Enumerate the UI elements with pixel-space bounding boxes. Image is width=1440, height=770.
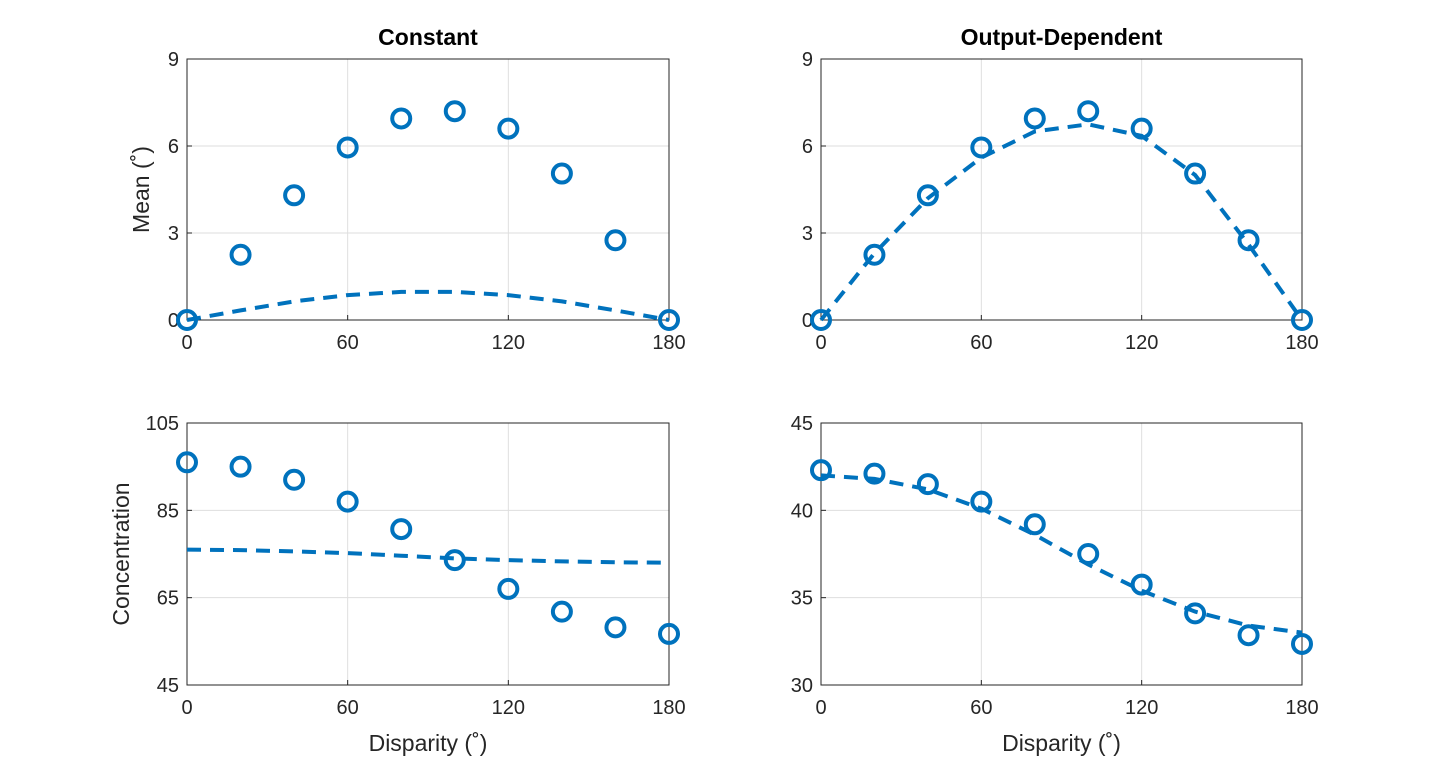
data-point-circle	[1023, 513, 1046, 536]
y-tick-label: 9	[168, 49, 179, 71]
x-tick-label: 0	[181, 697, 192, 719]
data-point-circle	[1130, 117, 1153, 140]
data-point-circle	[863, 462, 886, 485]
data-point-circle	[658, 309, 680, 331]
data-point-circle	[1184, 162, 1207, 185]
data-point-circle	[390, 518, 413, 541]
x-tick-label: 180	[652, 332, 685, 354]
data-point-circle	[1077, 100, 1100, 123]
y-tick-label: 3	[802, 223, 813, 245]
data-point-circle	[497, 577, 520, 600]
y-axis-label: Mean (˚)	[128, 146, 154, 233]
y-tick-label: 0	[168, 310, 179, 332]
y-tick-label: 45	[791, 413, 813, 435]
plot-area-frame	[186, 58, 670, 321]
fit-curve-dashed	[186, 289, 670, 322]
plot-area-frame	[820, 422, 1303, 686]
x-tick-label: 0	[815, 697, 826, 719]
data-point-circle	[229, 455, 252, 478]
y-tick-label: 9	[802, 49, 813, 71]
y-tick-label: 40	[791, 500, 813, 522]
data-point-circle	[1237, 624, 1260, 647]
data-point-circle	[810, 459, 832, 482]
data-point-circle	[863, 243, 886, 266]
data-point-circle	[916, 473, 939, 496]
data-point-circle	[336, 136, 359, 159]
chart-panel-1: 0 60 120 180 0 3 6 9 Constant Mean (˚)	[128, 24, 686, 354]
x-axis-label: Disparity (˚)	[1002, 730, 1121, 756]
y-tick-label: 105	[146, 413, 179, 435]
data-point-circle	[658, 622, 680, 645]
data-point-circle	[1077, 543, 1100, 565]
data-point-circle	[1291, 632, 1313, 655]
y-tick-label: 30	[791, 675, 813, 697]
data-point-circle	[970, 490, 993, 513]
x-tick-label: 60	[337, 697, 359, 719]
data-point-circle	[229, 243, 252, 266]
data-point-circle	[810, 309, 832, 331]
data-point-circle	[497, 117, 520, 140]
y-tick-label: 6	[802, 136, 813, 158]
x-tick-label: 120	[1125, 697, 1158, 719]
panel-title: Output-Dependent	[961, 24, 1163, 50]
fit-curve-dashed	[820, 473, 1303, 635]
y-tick-label: 3	[168, 223, 179, 245]
y-tick-label: 35	[791, 588, 813, 610]
x-tick-label: 0	[181, 332, 192, 354]
data-point-circle	[1237, 229, 1260, 252]
data-point-circle	[1291, 309, 1313, 331]
data-point-circle	[550, 162, 573, 185]
y-axis-label: Concentration	[108, 482, 134, 625]
data-point-circle	[336, 490, 359, 513]
x-tick-label: 120	[492, 697, 525, 719]
y-tick-label: 6	[168, 136, 179, 158]
x-tick-label: 60	[970, 697, 992, 719]
fit-curve-dashed	[186, 547, 670, 565]
fit-curve-dashed	[819, 122, 1304, 322]
data-point-circle	[176, 309, 198, 331]
data-point-circle	[283, 468, 306, 491]
chart-panel-2: 0 60 120 180 0 3 6 9 Output-Dependent	[802, 24, 1319, 354]
x-tick-label: 60	[970, 332, 992, 354]
data-point-circle	[1023, 107, 1046, 130]
x-axis-label: Disparity (˚)	[369, 730, 488, 756]
x-tick-label: 60	[337, 332, 359, 354]
y-tick-label: 0	[802, 310, 813, 332]
data-point-circle	[550, 600, 573, 623]
data-point-circle	[443, 100, 466, 123]
data-point-circle	[443, 549, 466, 572]
data-point-circle	[1130, 573, 1153, 596]
chart-panel-4: 0 60 120 180 30 35 40 45 Disparity (˚)	[791, 413, 1319, 756]
y-tick-label: 65	[157, 588, 179, 610]
y-tick-label: 45	[157, 675, 179, 697]
y-tick-label: 85	[157, 500, 179, 522]
chart-panel-3: 0 60 120 180 45 65 85 105 Disparity (˚) Concentra…	[108, 413, 686, 756]
data-point-circle	[176, 451, 198, 474]
x-tick-label: 0	[815, 332, 826, 354]
panel-title: Constant	[378, 24, 478, 50]
x-tick-label: 180	[652, 697, 685, 719]
data-point-circle	[390, 107, 413, 130]
x-tick-label: 120	[492, 332, 525, 354]
x-tick-label: 120	[1125, 332, 1158, 354]
data-point-circle	[604, 229, 627, 252]
plot-area-frame	[186, 422, 670, 686]
data-point-circle	[1184, 602, 1207, 625]
plot-area-frame	[820, 58, 1303, 321]
x-tick-label: 180	[1285, 697, 1318, 719]
data-point-circle	[283, 184, 306, 207]
data-point-circle	[970, 136, 993, 159]
x-tick-label: 180	[1285, 332, 1318, 354]
data-point-circle	[916, 184, 939, 207]
data-point-circle	[604, 616, 627, 639]
